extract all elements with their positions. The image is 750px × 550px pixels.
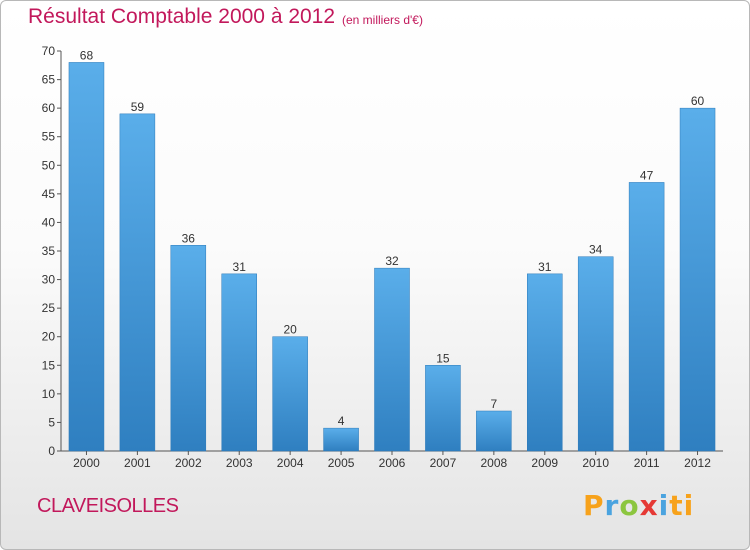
bars-group: 68 59 36 31 20 4 32 15 7 31 34 47 60 (68, 48, 716, 452)
x-tick-label: 2010 (582, 456, 609, 470)
x-tick-label: 2012 (684, 456, 711, 470)
y-tick-label: 5 (48, 415, 55, 429)
x-tick-label: 2000 (73, 456, 100, 470)
bar-2002 (170, 245, 207, 452)
x-tick-label: 2009 (531, 456, 558, 470)
y-tick-label: 15 (42, 358, 56, 372)
data-label-2001: 59 (131, 100, 145, 114)
data-label-2011: 47 (640, 168, 654, 182)
data-label-2000: 68 (80, 48, 94, 62)
y-tick-label: 20 (42, 330, 56, 344)
y-tick-label: 70 (42, 44, 56, 58)
y-tick-label: 45 (42, 187, 56, 201)
y-axis-ticks: 0 5 10 15 20 25 30 35 40 45 50 55 60 65 70 (42, 44, 61, 458)
logo-letter: x (639, 489, 659, 522)
x-axis-ticks: 2000 2001 2002 2003 2004 2005 2006 2007 2008 2009… (73, 451, 711, 470)
bar-2005 (323, 427, 359, 452)
x-tick-label: 2002 (175, 456, 202, 470)
x-tick-label: 2006 (379, 456, 406, 470)
bar-2008 (476, 410, 512, 452)
x-tick-label: 2004 (277, 456, 304, 470)
chart-title: Résultat Comptable 2000 à 2012 (28, 5, 336, 28)
chart-subtitle: (en milliers d'€) (342, 13, 423, 27)
data-label-2005: 4 (338, 414, 345, 428)
proxiti-logo: Proxiti (583, 489, 694, 522)
bar-2010 (577, 256, 614, 452)
y-tick-label: 35 (42, 244, 56, 258)
y-tick-label: 50 (42, 158, 56, 172)
logo-letter: P (583, 489, 605, 522)
logo-letter: i (683, 489, 695, 522)
y-tick-label: 60 (42, 101, 56, 115)
y-tick-label: 65 (42, 73, 56, 87)
y-tick-label: 55 (42, 130, 56, 144)
commune-name: CLAVEISOLLES (37, 495, 179, 517)
x-tick-label: 2011 (634, 456, 660, 470)
bar-2012 (679, 107, 716, 452)
bar-2004 (272, 336, 308, 452)
data-label-2010: 34 (589, 243, 603, 257)
data-label-2008: 7 (491, 397, 498, 411)
bar-2011 (628, 182, 665, 452)
y-tick-label: 40 (42, 215, 56, 229)
data-label-2009: 31 (538, 260, 552, 274)
y-tick-label: 10 (42, 387, 56, 401)
y-tick-label: 30 (42, 273, 56, 287)
x-tick-label: 2005 (328, 456, 355, 470)
data-label-2006: 32 (385, 254, 399, 268)
bar-2009 (527, 273, 563, 452)
x-tick-label: 2007 (430, 456, 457, 470)
data-label-2012: 60 (691, 94, 705, 108)
data-label-2003: 31 (233, 260, 247, 274)
bar-2006 (374, 267, 410, 452)
bar-2007 (425, 365, 461, 452)
logo-letter: r (604, 489, 620, 522)
y-tick-label: 0 (48, 444, 55, 458)
bar-2003 (221, 273, 257, 452)
data-label-2007: 15 (436, 351, 450, 365)
data-label-2004: 20 (283, 323, 297, 337)
x-tick-label: 2008 (480, 456, 507, 470)
bar-2000 (68, 62, 105, 452)
x-tick-label: 2001 (124, 456, 151, 470)
x-tick-label: 2003 (226, 456, 253, 470)
logo-letter: t (669, 489, 684, 522)
y-tick-label: 25 (42, 301, 56, 315)
logo-letter: o (619, 489, 640, 522)
logo-letter: i (658, 489, 670, 522)
data-label-2002: 36 (182, 231, 196, 245)
bar-2001 (119, 113, 156, 452)
